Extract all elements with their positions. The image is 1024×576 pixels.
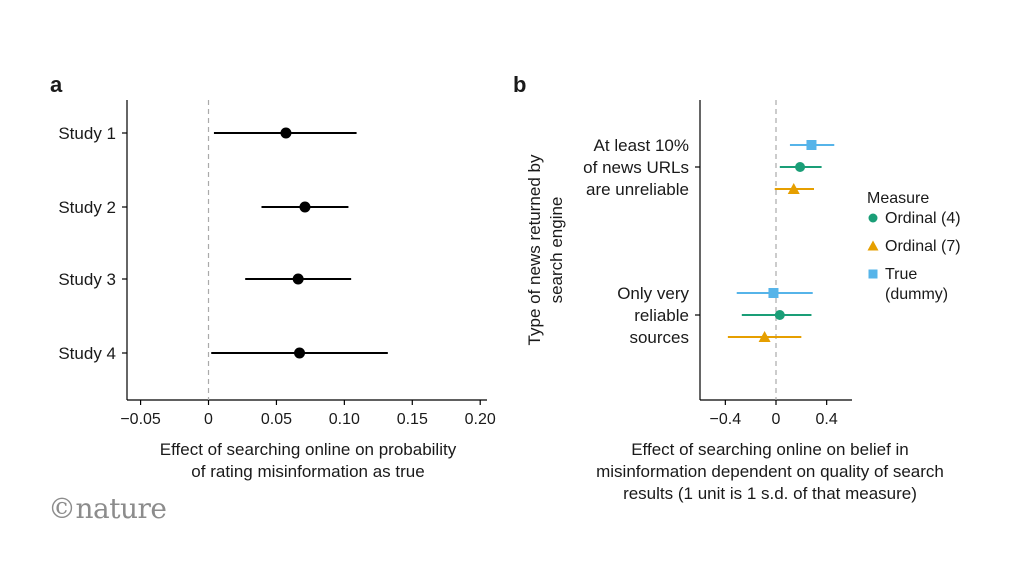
panel-a-chart: Study 1 Study 2 Study 3 Study 4 −0.05 0 0.05 0.… [58, 100, 496, 481]
y-tick-label: Only very [617, 284, 689, 303]
data-point [806, 140, 817, 150]
legend-marker [867, 240, 879, 251]
y-tick-label: of news URLs [583, 158, 689, 177]
legend-marker [868, 269, 878, 279]
data-point [768, 288, 779, 298]
y-tick-label: Study 2 [58, 198, 116, 217]
y-axis-label-group: Type of news returned by search engine [525, 154, 566, 345]
legend-label: Ordinal (7) [885, 238, 961, 255]
x-tick-label: 0.10 [329, 411, 360, 428]
x-tick-label: 0.20 [465, 411, 496, 428]
x-tick-label: 0 [204, 411, 213, 428]
x-axis-label: Effect of searching online on probabilit… [160, 440, 457, 459]
data-point [299, 201, 311, 213]
x-tick-label: 0 [772, 411, 781, 428]
legend-label: (dummy) [885, 286, 948, 303]
data-point [294, 347, 306, 359]
data-point [280, 127, 292, 139]
x-tick-label: 0.4 [816, 411, 838, 428]
data-point [795, 162, 806, 172]
y-tick-label: Study 3 [58, 270, 116, 289]
y-tick-label: are unreliable [586, 180, 689, 199]
panel-b-legend: Measure Ordinal (4) Ordinal (7) True (dummy) [867, 190, 961, 303]
x-axis-label: Effect of searching online on belief in [631, 440, 909, 459]
y-tick-label: reliable [634, 306, 689, 325]
panel-a-letter: a [50, 72, 63, 97]
legend-label: True [885, 266, 917, 283]
data-point [787, 183, 800, 194]
x-axis-label: results (1 unit is 1 s.d. of that measur… [623, 484, 917, 503]
panel-b-chart: At least 10% of news URLs are unreliable On… [525, 100, 944, 503]
y-tick-label: Study 4 [58, 344, 116, 363]
y-tick-label: Study 1 [58, 124, 116, 143]
y-axis-label: search engine [547, 197, 566, 304]
x-tick-label: −0.05 [120, 411, 161, 428]
x-tick-label: −0.4 [710, 411, 742, 428]
y-tick-label: sources [629, 328, 689, 347]
x-axis-label: misinformation dependent on quality of s… [596, 462, 944, 481]
nature-logo: ©nature [48, 492, 166, 525]
data-point [758, 331, 771, 342]
panel-b-letter: b [513, 72, 526, 97]
x-tick-label: 0.05 [261, 411, 292, 428]
legend-title: Measure [867, 190, 929, 207]
x-axis-label: of rating misinformation as true [191, 462, 424, 481]
x-tick-label: 0.15 [397, 411, 428, 428]
y-tick-label: At least 10% [594, 136, 689, 155]
data-point [774, 310, 785, 320]
legend-marker [868, 213, 878, 223]
data-point [292, 273, 304, 285]
legend-label: Ordinal (4) [885, 210, 961, 227]
y-axis-label: Type of news returned by [525, 154, 544, 345]
